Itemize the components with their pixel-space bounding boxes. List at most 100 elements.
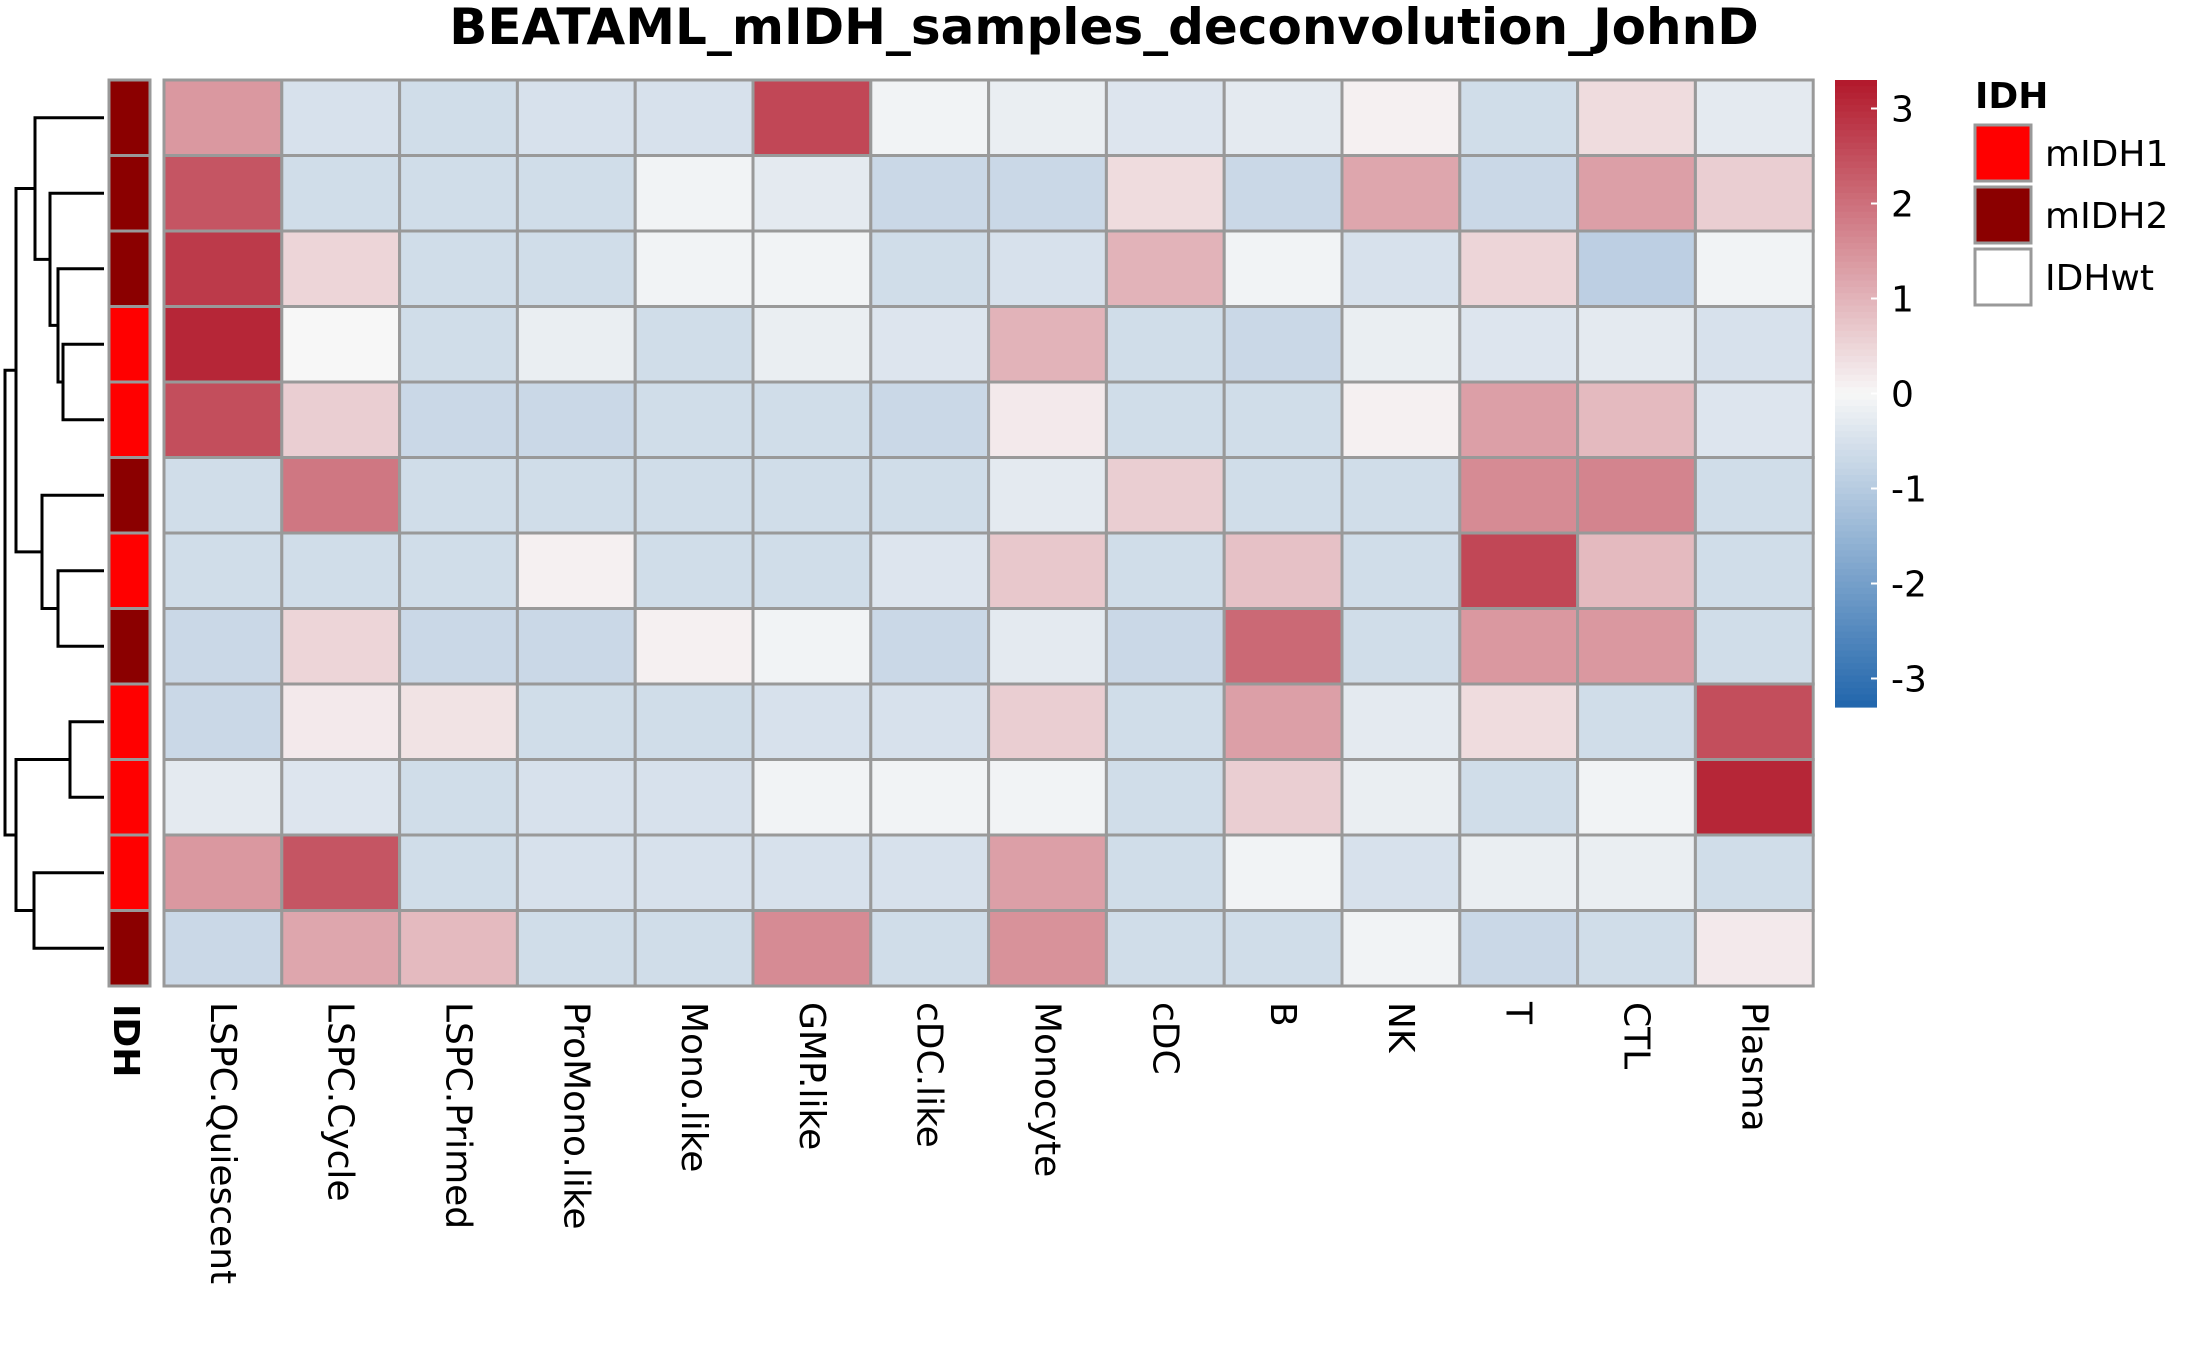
heatmap-cell	[751, 78, 873, 157]
heatmap-cell	[280, 531, 402, 610]
heatmap-cell	[869, 229, 991, 308]
column-label: cDC	[1144, 1002, 1185, 1075]
color-scale-segment	[1835, 399, 1877, 407]
heatmap-cell	[515, 456, 637, 535]
heatmap-cell	[280, 380, 402, 459]
color-scale-segment	[1835, 217, 1877, 225]
heatmap-cell	[869, 456, 991, 535]
heatmap-cell	[869, 78, 991, 157]
heatmap-cell	[1340, 380, 1462, 459]
heatmap-cell	[987, 531, 1108, 610]
heatmap-cell	[633, 154, 755, 233]
color-scale-segment	[1835, 587, 1877, 595]
color-scale-segment	[1835, 669, 1877, 677]
heatmap-cell	[1104, 154, 1226, 233]
heatmap-cell	[1576, 456, 1697, 535]
heatmap-cell	[1222, 531, 1344, 610]
color-scale-legend: 3 2 1 0 -1 -2 -3	[1835, 80, 1927, 708]
heatmap-cell	[162, 682, 284, 761]
heatmap-cell	[1458, 531, 1580, 610]
color-scale-segment	[1835, 412, 1877, 420]
color-scale-segment	[1835, 80, 1877, 87]
heatmap-cell	[1458, 154, 1580, 233]
dendrogram-branch	[68, 720, 104, 799]
color-scale-segment	[1835, 387, 1877, 395]
color-scale-segment	[1835, 512, 1877, 520]
heatmap-cell	[1458, 607, 1580, 686]
heatmap-cell	[1576, 380, 1697, 459]
color-scale-segment	[1835, 105, 1877, 112]
heatmap-cell	[398, 531, 519, 610]
color-scale-segment	[1835, 418, 1877, 426]
dendrogram-branch	[56, 267, 104, 384]
idh-annotation-cell	[107, 607, 152, 686]
heatmap-cell	[398, 154, 519, 233]
heatmap-cell	[162, 380, 284, 459]
color-scale-tick-label: 3	[1891, 90, 1914, 131]
heatmap-cell	[398, 78, 519, 157]
color-scale-segment	[1835, 318, 1877, 326]
heatmap-cell	[1576, 78, 1697, 157]
color-scale-segment	[1835, 117, 1877, 125]
heatmap-cell	[633, 456, 755, 535]
color-scale-segment	[1835, 211, 1877, 219]
color-scale-segment	[1835, 606, 1877, 614]
heatmap-cell	[1104, 758, 1226, 837]
color-scale-segment	[1835, 543, 1877, 551]
color-scale-segment	[1835, 224, 1877, 232]
heatmap-cell	[1104, 682, 1226, 761]
heatmap-cell	[1576, 682, 1697, 761]
column-label: Monocyte	[1027, 1002, 1068, 1177]
heatmap-cell	[280, 229, 402, 308]
heatmap-cell	[633, 758, 755, 837]
heatmap-cell	[1458, 305, 1580, 384]
color-scale-segment	[1835, 644, 1877, 652]
dendrogram-branch	[3, 368, 16, 837]
color-scale-segment	[1835, 142, 1877, 150]
color-scale-segment	[1835, 148, 1877, 156]
heatmap-cell	[751, 229, 873, 308]
heatmap-cell	[751, 758, 873, 837]
dendrogram-branch	[56, 569, 104, 648]
heatmap-cell	[751, 607, 873, 686]
heatmap-cell	[751, 380, 873, 459]
heatmap-cell	[280, 456, 402, 535]
heatmap-cell	[515, 154, 637, 233]
idh-annotation-cell	[107, 833, 152, 912]
heatmap-cell	[1104, 456, 1226, 535]
heatmap-cell	[515, 380, 637, 459]
heatmap-cell	[987, 78, 1108, 157]
color-scale-segment	[1835, 581, 1877, 589]
column-label: cDC.like	[909, 1002, 950, 1148]
column-label: T	[1498, 1001, 1539, 1025]
column-label: ProMono.like	[555, 1002, 596, 1230]
heatmap-cell	[1104, 229, 1226, 308]
color-scale-segment	[1835, 98, 1877, 106]
heatmap-cell	[1222, 909, 1344, 988]
idh-legend-title: IDH	[1975, 76, 2048, 117]
color-scale-segment	[1835, 362, 1877, 370]
color-scale-segment	[1835, 650, 1877, 658]
heatmap-cell	[1222, 456, 1344, 535]
heatmap-cell	[1340, 456, 1462, 535]
heatmap-cell	[280, 154, 402, 233]
color-scale-segment	[1835, 475, 1877, 482]
column-label: GMP.like	[791, 1002, 832, 1150]
heatmap-cell	[869, 305, 991, 384]
heatmap-cell	[1693, 380, 1815, 459]
color-scale-segment	[1835, 550, 1877, 558]
heatmap-cell	[162, 456, 284, 535]
color-scale-segment	[1835, 330, 1877, 338]
color-scale-segment	[1835, 86, 1877, 94]
column-label: LSPC.Cycle	[320, 1002, 361, 1202]
heatmap-cell	[751, 682, 873, 761]
color-scale-segment	[1835, 161, 1877, 169]
heatmap-cell	[515, 229, 637, 308]
color-scale-segment	[1835, 525, 1877, 533]
heatmap-cell	[515, 833, 637, 912]
heatmap-cell	[987, 607, 1108, 686]
color-scale-segment	[1835, 349, 1877, 357]
color-scale-segment	[1835, 600, 1877, 608]
idh-annotation-cell	[107, 531, 152, 610]
color-scale-segment	[1835, 243, 1877, 250]
